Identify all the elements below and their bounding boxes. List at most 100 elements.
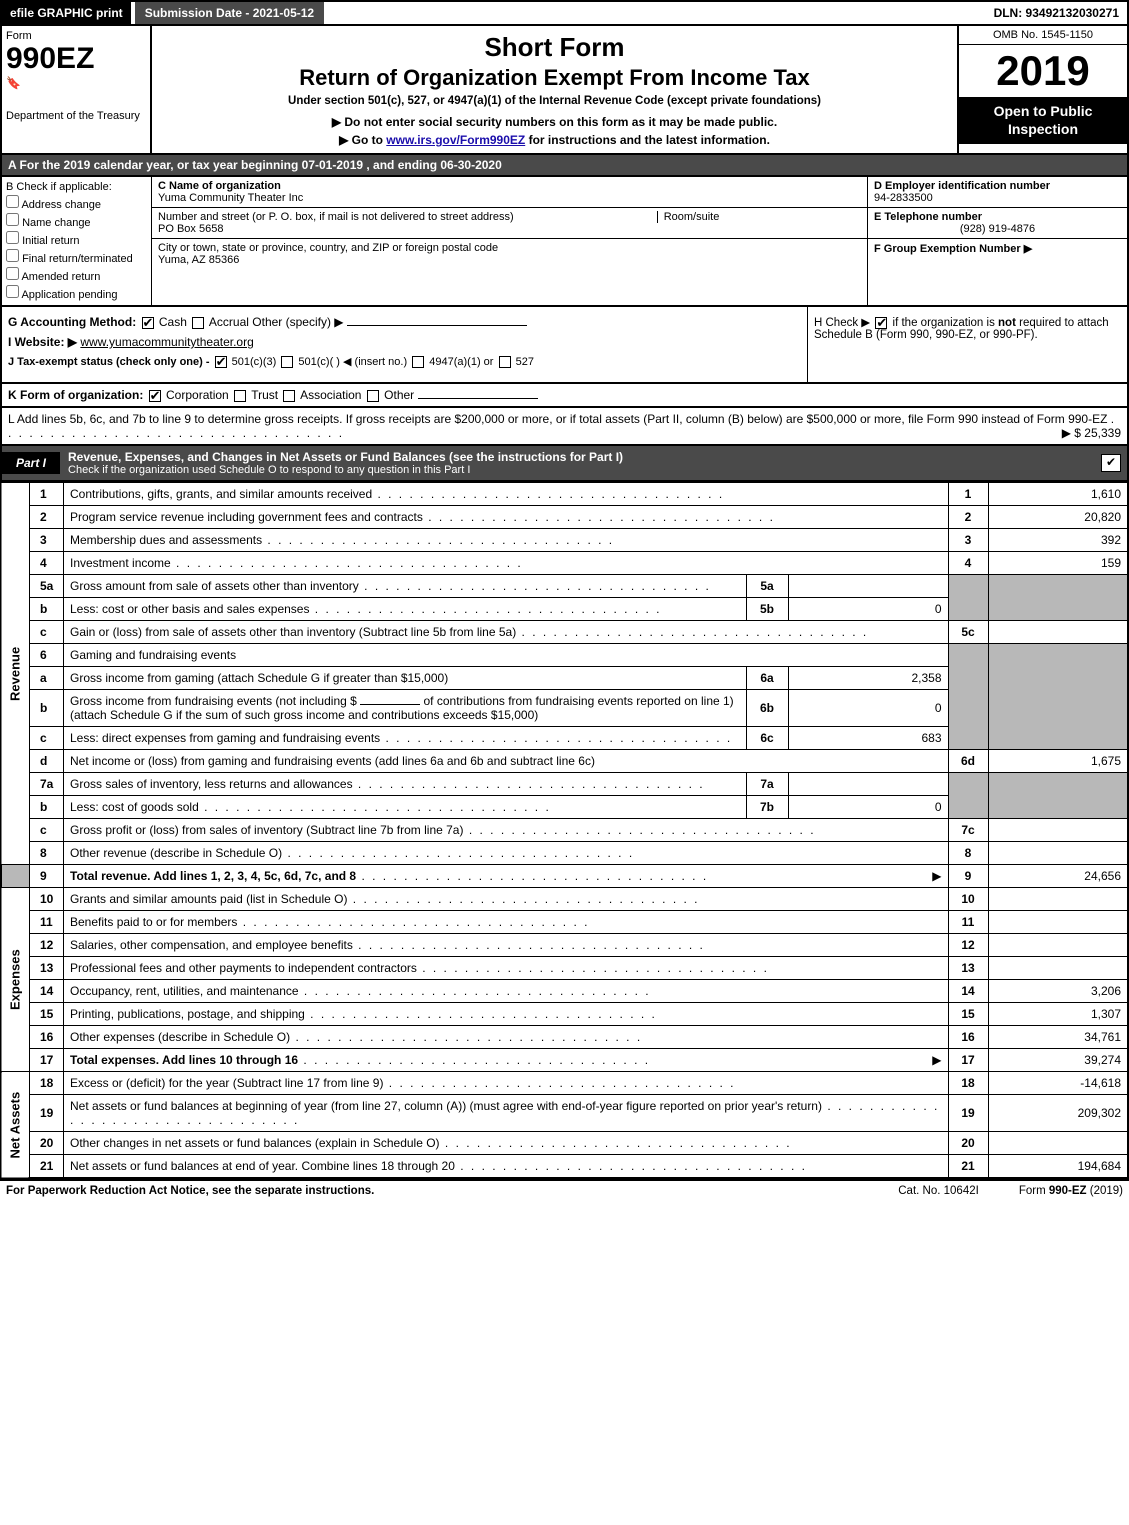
chk-h[interactable] <box>875 317 887 329</box>
col-b: B Check if applicable: Address change Na… <box>2 177 152 305</box>
dln: DLN: 93492132030271 <box>986 2 1127 24</box>
ln5b-iv: 0 <box>788 598 948 621</box>
ln13-num: 13 <box>30 957 64 980</box>
chk-cash[interactable] <box>142 317 154 329</box>
ln7a-iv <box>788 773 948 796</box>
chk-accrual[interactable] <box>192 317 204 329</box>
ln11-num: 11 <box>30 911 64 934</box>
footer-left: For Paperwork Reduction Act Notice, see … <box>6 1185 898 1197</box>
chk-501c[interactable] <box>281 356 293 368</box>
ln14-desc: Occupancy, rent, utilities, and maintena… <box>70 984 299 998</box>
form-label: Form <box>6 30 146 42</box>
ln6-desc: Gaming and fundraising events <box>64 644 949 667</box>
chk-initial-return[interactable]: Initial return <box>6 231 147 247</box>
ln13-rn: 13 <box>948 957 988 980</box>
ln8-num: 8 <box>30 842 64 865</box>
ln19-num: 19 <box>30 1095 64 1132</box>
chk-amended-return[interactable]: Amended return <box>6 267 147 283</box>
section-bcdef: B Check if applicable: Address change Na… <box>0 177 1129 307</box>
ln6b-in: 6b <box>746 690 788 727</box>
ln9-num: 9 <box>30 865 64 888</box>
ln6c-desc: Less: direct expenses from gaming and fu… <box>70 731 380 745</box>
other-specify-field[interactable] <box>347 325 527 326</box>
ln6a-desc: Gross income from gaming (attach Schedul… <box>70 671 448 685</box>
ln21-rn: 21 <box>948 1155 988 1179</box>
ln10-val <box>988 888 1128 911</box>
ln11-rn: 11 <box>948 911 988 934</box>
tel-value: (928) 919-4876 <box>874 223 1121 235</box>
ln7c-desc: Gross profit or (loss) from sales of inv… <box>70 823 463 837</box>
form-number: 990EZ <box>6 42 146 76</box>
chk-association[interactable] <box>283 390 295 402</box>
ln16-rn: 16 <box>948 1026 988 1049</box>
ln5a-iv <box>788 575 948 598</box>
ln7c-num: c <box>30 819 64 842</box>
part1-header: Part I Revenue, Expenses, and Changes in… <box>0 446 1129 482</box>
return-title: Return of Organization Exempt From Incom… <box>158 65 951 91</box>
ln9-rn: 9 <box>948 865 988 888</box>
chk-application-pending[interactable]: Application pending <box>6 285 147 301</box>
chk-name-change[interactable]: Name change <box>6 213 147 229</box>
ln2-desc: Program service revenue including govern… <box>70 510 423 524</box>
ln2-rn: 2 <box>948 506 988 529</box>
ln1-rn: 1 <box>948 483 988 506</box>
ln21-num: 21 <box>30 1155 64 1179</box>
part1-subtitle: Check if the organization used Schedule … <box>68 464 1093 476</box>
ln6c-iv: 683 <box>788 727 948 750</box>
page-footer: For Paperwork Reduction Act Notice, see … <box>0 1179 1129 1201</box>
part1-title: Revenue, Expenses, and Changes in Net As… <box>68 450 623 464</box>
ein-label: D Employer identification number <box>874 180 1050 192</box>
header-left: Form 990EZ 🔖 Department of the Treasury <box>2 26 152 153</box>
ln6c-in: 6c <box>746 727 788 750</box>
ln5b-desc: Less: cost or other basis and sales expe… <box>70 602 309 616</box>
chk-corporation[interactable] <box>149 390 161 402</box>
other-org-field[interactable] <box>418 398 538 399</box>
ln11-val <box>988 911 1128 934</box>
irs-link[interactable]: www.irs.gov/Form990EZ <box>386 133 525 147</box>
ln21-desc: Net assets or fund balances at end of ye… <box>70 1159 455 1173</box>
ln6b-blank[interactable] <box>360 704 420 705</box>
chk-address-change[interactable]: Address change <box>6 195 147 211</box>
chk-other-org[interactable] <box>367 390 379 402</box>
goto-line: ▶ Go to www.irs.gov/Form990EZ for instru… <box>158 133 951 147</box>
part1-check[interactable]: ✔ <box>1101 454 1121 472</box>
ln5a-in: 5a <box>746 575 788 598</box>
chk-trust[interactable] <box>234 390 246 402</box>
ln5b-num: b <box>30 598 64 621</box>
ln8-rn: 8 <box>948 842 988 865</box>
ln7b-in: 7b <box>746 796 788 819</box>
ln14-rn: 14 <box>948 980 988 1003</box>
ln6b-desc1: Gross income from fundraising events (no… <box>70 694 357 708</box>
ln11-desc: Benefits paid to or for members <box>70 915 237 929</box>
part1-tab: Part I <box>2 452 60 474</box>
chk-final-return[interactable]: Final return/terminated <box>6 249 147 265</box>
chk-4947[interactable] <box>412 356 424 368</box>
omb-number: OMB No. 1545-1150 <box>959 26 1127 45</box>
ln19-rn: 19 <box>948 1095 988 1132</box>
website-value[interactable]: www.yumacommunitytheater.org <box>80 335 253 349</box>
ln19-desc: Net assets or fund balances at beginning… <box>70 1099 822 1113</box>
ln19-val: 209,302 <box>988 1095 1128 1132</box>
chk-527[interactable] <box>499 356 511 368</box>
header-center: Short Form Return of Organization Exempt… <box>152 26 957 153</box>
c-addr-label: Number and street (or P. O. box, if mail… <box>158 211 514 223</box>
section-ghij: G Accounting Method: Cash Accrual Other … <box>0 307 1129 384</box>
side-revenue: Revenue <box>1 483 30 865</box>
col-def: D Employer identification number 94-2833… <box>867 177 1127 305</box>
ln16-desc: Other expenses (describe in Schedule O) <box>70 1030 290 1044</box>
ln6-num: 6 <box>30 644 64 667</box>
ln17-arrow: ▶ <box>932 1053 941 1067</box>
c-name-label: C Name of organization <box>158 180 281 192</box>
ln5b-in: 5b <box>746 598 788 621</box>
ln20-num: 20 <box>30 1132 64 1155</box>
ln15-rn: 15 <box>948 1003 988 1026</box>
chk-501c3[interactable] <box>215 356 227 368</box>
ln15-num: 15 <box>30 1003 64 1026</box>
ln18-num: 18 <box>30 1072 64 1095</box>
tax-year: 2019 <box>959 45 1127 97</box>
ln5a-desc: Gross amount from sale of assets other t… <box>70 579 359 593</box>
ln6a-num: a <box>30 667 64 690</box>
efile-label[interactable]: efile GRAPHIC print <box>2 2 131 24</box>
footer-right: Form 990-EZ (2019) <box>1019 1185 1123 1197</box>
goto-pre: ▶ Go to <box>339 133 386 147</box>
